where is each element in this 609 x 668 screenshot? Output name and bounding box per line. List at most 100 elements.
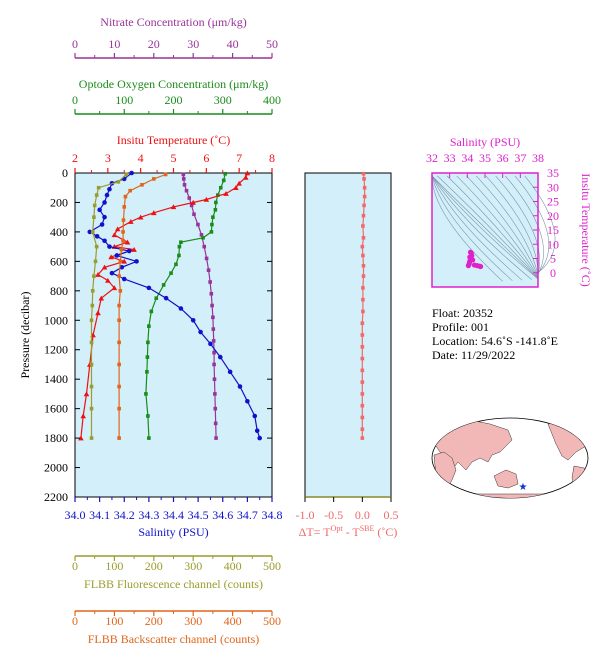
- temperature-point: [114, 226, 121, 232]
- isopycnal-line: [431, 175, 513, 281]
- delta-t-point: [360, 321, 365, 326]
- pressure-tick-label: 200: [50, 195, 68, 209]
- oxygen-point: [179, 240, 183, 245]
- nitrate-tick-label: 50: [266, 37, 278, 51]
- oxygen-point: [145, 355, 150, 359]
- nitrate-point: [181, 177, 186, 181]
- fluorescence-axis-label: FLBB Fluorescence channel (counts): [84, 577, 263, 591]
- oxygen-point: [145, 370, 149, 374]
- oxygen-point: [146, 414, 150, 418]
- backscatter-point: [119, 247, 124, 252]
- oxygen-point: [147, 324, 151, 328]
- delta-t-point: [362, 203, 366, 208]
- salinity-point: [104, 192, 110, 198]
- backscatter-axis-label: FLBB Backscatter channel (counts): [88, 632, 260, 646]
- fluorescence-point: [124, 172, 129, 177]
- nitrate-tick-label: 40: [227, 37, 239, 51]
- nitrate-point: [209, 291, 214, 296]
- delta-t-point: [360, 344, 365, 349]
- ts-panel: [431, 172, 539, 288]
- oxygen-tick-label: 100: [115, 93, 133, 107]
- info-float: Float: 20352: [432, 306, 493, 320]
- temperature-tick-label: 7: [236, 151, 242, 165]
- delta-t-tick-label: -0.5: [324, 508, 343, 522]
- ts-y-tick-label: 30: [547, 180, 559, 194]
- salinity-point: [94, 234, 100, 239]
- isopycnal-line: [456, 175, 539, 277]
- world-map: ★: [431, 417, 589, 499]
- ts-point: [477, 263, 484, 270]
- oxygen-point: [221, 178, 226, 183]
- delta-t-label-part: - T: [343, 525, 361, 539]
- oxygen-point: [213, 208, 218, 212]
- nitrate-point: [212, 377, 217, 381]
- fluorescence-point: [89, 318, 94, 323]
- delta-t-panel: [304, 172, 392, 498]
- temperature-point: [151, 210, 157, 216]
- temperature-point: [233, 185, 239, 191]
- backscatter-point: [128, 188, 132, 193]
- nitrate-point: [213, 392, 217, 396]
- nitrate-point: [212, 362, 216, 367]
- temperature-point: [95, 310, 101, 316]
- temperature-point: [80, 413, 87, 419]
- salinity-axis-label: Salinity (PSU): [138, 525, 208, 539]
- nitrate-tick-label: 0: [72, 37, 78, 51]
- temperature-point: [131, 246, 137, 252]
- delta-t-point: [361, 297, 365, 302]
- info-profile: Profile: 001: [432, 320, 489, 334]
- delta-t-point: [361, 309, 365, 314]
- nitrate-point: [189, 203, 194, 208]
- isopycnal-line: [431, 175, 523, 281]
- fluorescence-point: [89, 340, 94, 345]
- oxygen-point: [147, 436, 151, 440]
- pressure-tick-label: 2200: [44, 490, 68, 504]
- salinity-tick-label: 34.6: [212, 508, 233, 522]
- backscatter-tick-label: 500: [263, 614, 281, 628]
- nitrate-point: [184, 188, 189, 193]
- temperature-point: [83, 391, 90, 397]
- delta-t-series-layer: [360, 171, 367, 440]
- ts-x-axis-label: Salinity (PSU): [450, 135, 520, 149]
- temperature-point: [242, 174, 249, 180]
- delta-t-label-part: ΔT= T: [299, 525, 332, 539]
- backscatter-point: [123, 194, 128, 199]
- oxygen-point: [146, 340, 150, 345]
- delta-t-label-part: (˚C): [374, 525, 397, 539]
- delta-t-point: [361, 236, 366, 240]
- delta-t-tick-label: 0.5: [384, 508, 399, 522]
- salinity-point: [114, 253, 120, 258]
- ts-point: [467, 249, 474, 255]
- fluorescence-point: [90, 230, 95, 234]
- nitrate-point: [214, 436, 218, 440]
- backscatter-point: [122, 205, 127, 209]
- delta-t-point: [361, 286, 365, 290]
- delta-t-point: [360, 333, 365, 337]
- salinity-point: [134, 259, 139, 264]
- delta-t-point: [361, 263, 366, 268]
- pressure-tick-label: 1200: [44, 343, 68, 357]
- delta-t-point: [362, 194, 367, 199]
- isopycnal-line: [446, 175, 539, 278]
- salinity-point: [217, 354, 223, 360]
- delta-t-point: [361, 171, 366, 176]
- fluorescence-point: [90, 289, 95, 293]
- backscatter-point: [152, 177, 156, 181]
- salinity-point: [146, 285, 152, 291]
- nitrate-point: [199, 233, 204, 237]
- temperature-point: [236, 180, 242, 186]
- delta-t-axes-layer: -1.0 -0.5 0.0 0.5 ΔT= TOpt - TSBE (˚C): [296, 496, 399, 539]
- fluorescence-tick-label: 0: [72, 559, 78, 573]
- ts-y-tick-label: 25: [547, 195, 559, 209]
- salinity-point: [208, 341, 213, 347]
- nitrate-axis-label: Nitrate Concentration (μm/kg): [100, 15, 246, 29]
- float-location-star-icon: ★: [519, 482, 528, 493]
- salinity-tick-label: 34.3: [138, 508, 159, 522]
- delta-t-tick-label: -1.0: [296, 508, 315, 522]
- oxygen-point: [149, 309, 154, 314]
- ts-x-tick-label: 35: [479, 151, 491, 165]
- pressure-tick-label: 400: [50, 225, 68, 239]
- oxygen-tick-label: 400: [263, 93, 281, 107]
- salinity-point: [254, 428, 260, 434]
- oxygen-point: [144, 392, 148, 396]
